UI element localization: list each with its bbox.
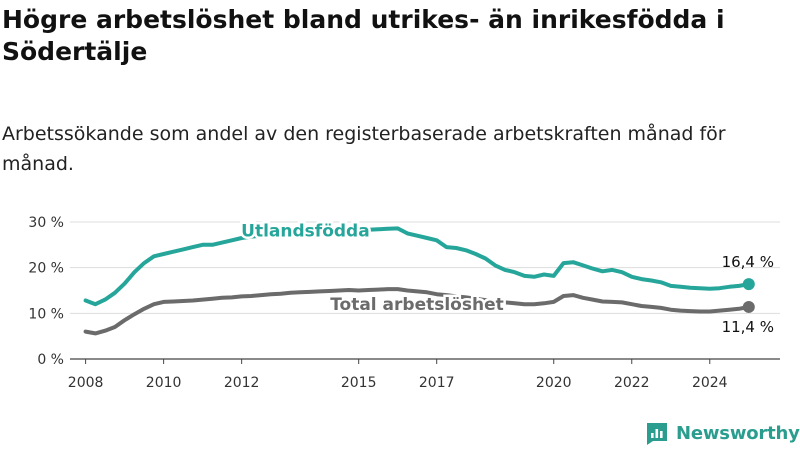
- chart-subtitle: Arbetssökande som andel av den registerb…: [2, 123, 726, 175]
- chart-title: Högre arbetslöshet bland utrikes- än inr…: [2, 5, 725, 66]
- newsworthy-logo-icon: [647, 423, 667, 445]
- x-tick-label: 2020: [536, 375, 572, 391]
- series-lines: [83, 226, 755, 336]
- series-end-point: [742, 278, 755, 291]
- newsworthy-logo-text: Newsworthy: [676, 422, 800, 444]
- series-line: [83, 226, 751, 307]
- x-axis-ticks: 2008 2010 2012 2015 2017 2020 2022 2024: [68, 359, 728, 391]
- series-name-label: Total arbetslöshet: [330, 295, 504, 315]
- y-tick-label: 20 %: [28, 261, 64, 277]
- y-tick-label: 30 %: [28, 215, 64, 231]
- x-tick-label: 2024: [692, 375, 728, 391]
- x-tick-label: 2012: [224, 375, 260, 391]
- x-tick-label: 2015: [341, 375, 377, 391]
- x-tick-label: 2010: [146, 375, 182, 391]
- series-end-point: [742, 300, 755, 313]
- gridlines: [70, 221, 780, 360]
- series-labels: Utlandsfödda 16,4 % Total arbetslöshet 11,4…: [239, 219, 774, 336]
- end-value-label: 16,4 %: [722, 253, 774, 271]
- end-value-label: 11,4 %: [722, 318, 774, 336]
- x-tick-label: 2017: [419, 375, 455, 391]
- y-tick-label: 0 %: [37, 352, 64, 368]
- newsworthy-logo: Newsworthy: [644, 420, 800, 446]
- y-axis-ticks: 0 % 10 % 20 % 30 %: [28, 215, 64, 368]
- y-tick-label: 10 %: [28, 306, 64, 322]
- series-line: [83, 287, 751, 336]
- x-tick-label: 2008: [68, 375, 104, 391]
- x-tick-label: 2022: [614, 375, 650, 391]
- series-name-label: Utlandsfödda: [241, 221, 370, 241]
